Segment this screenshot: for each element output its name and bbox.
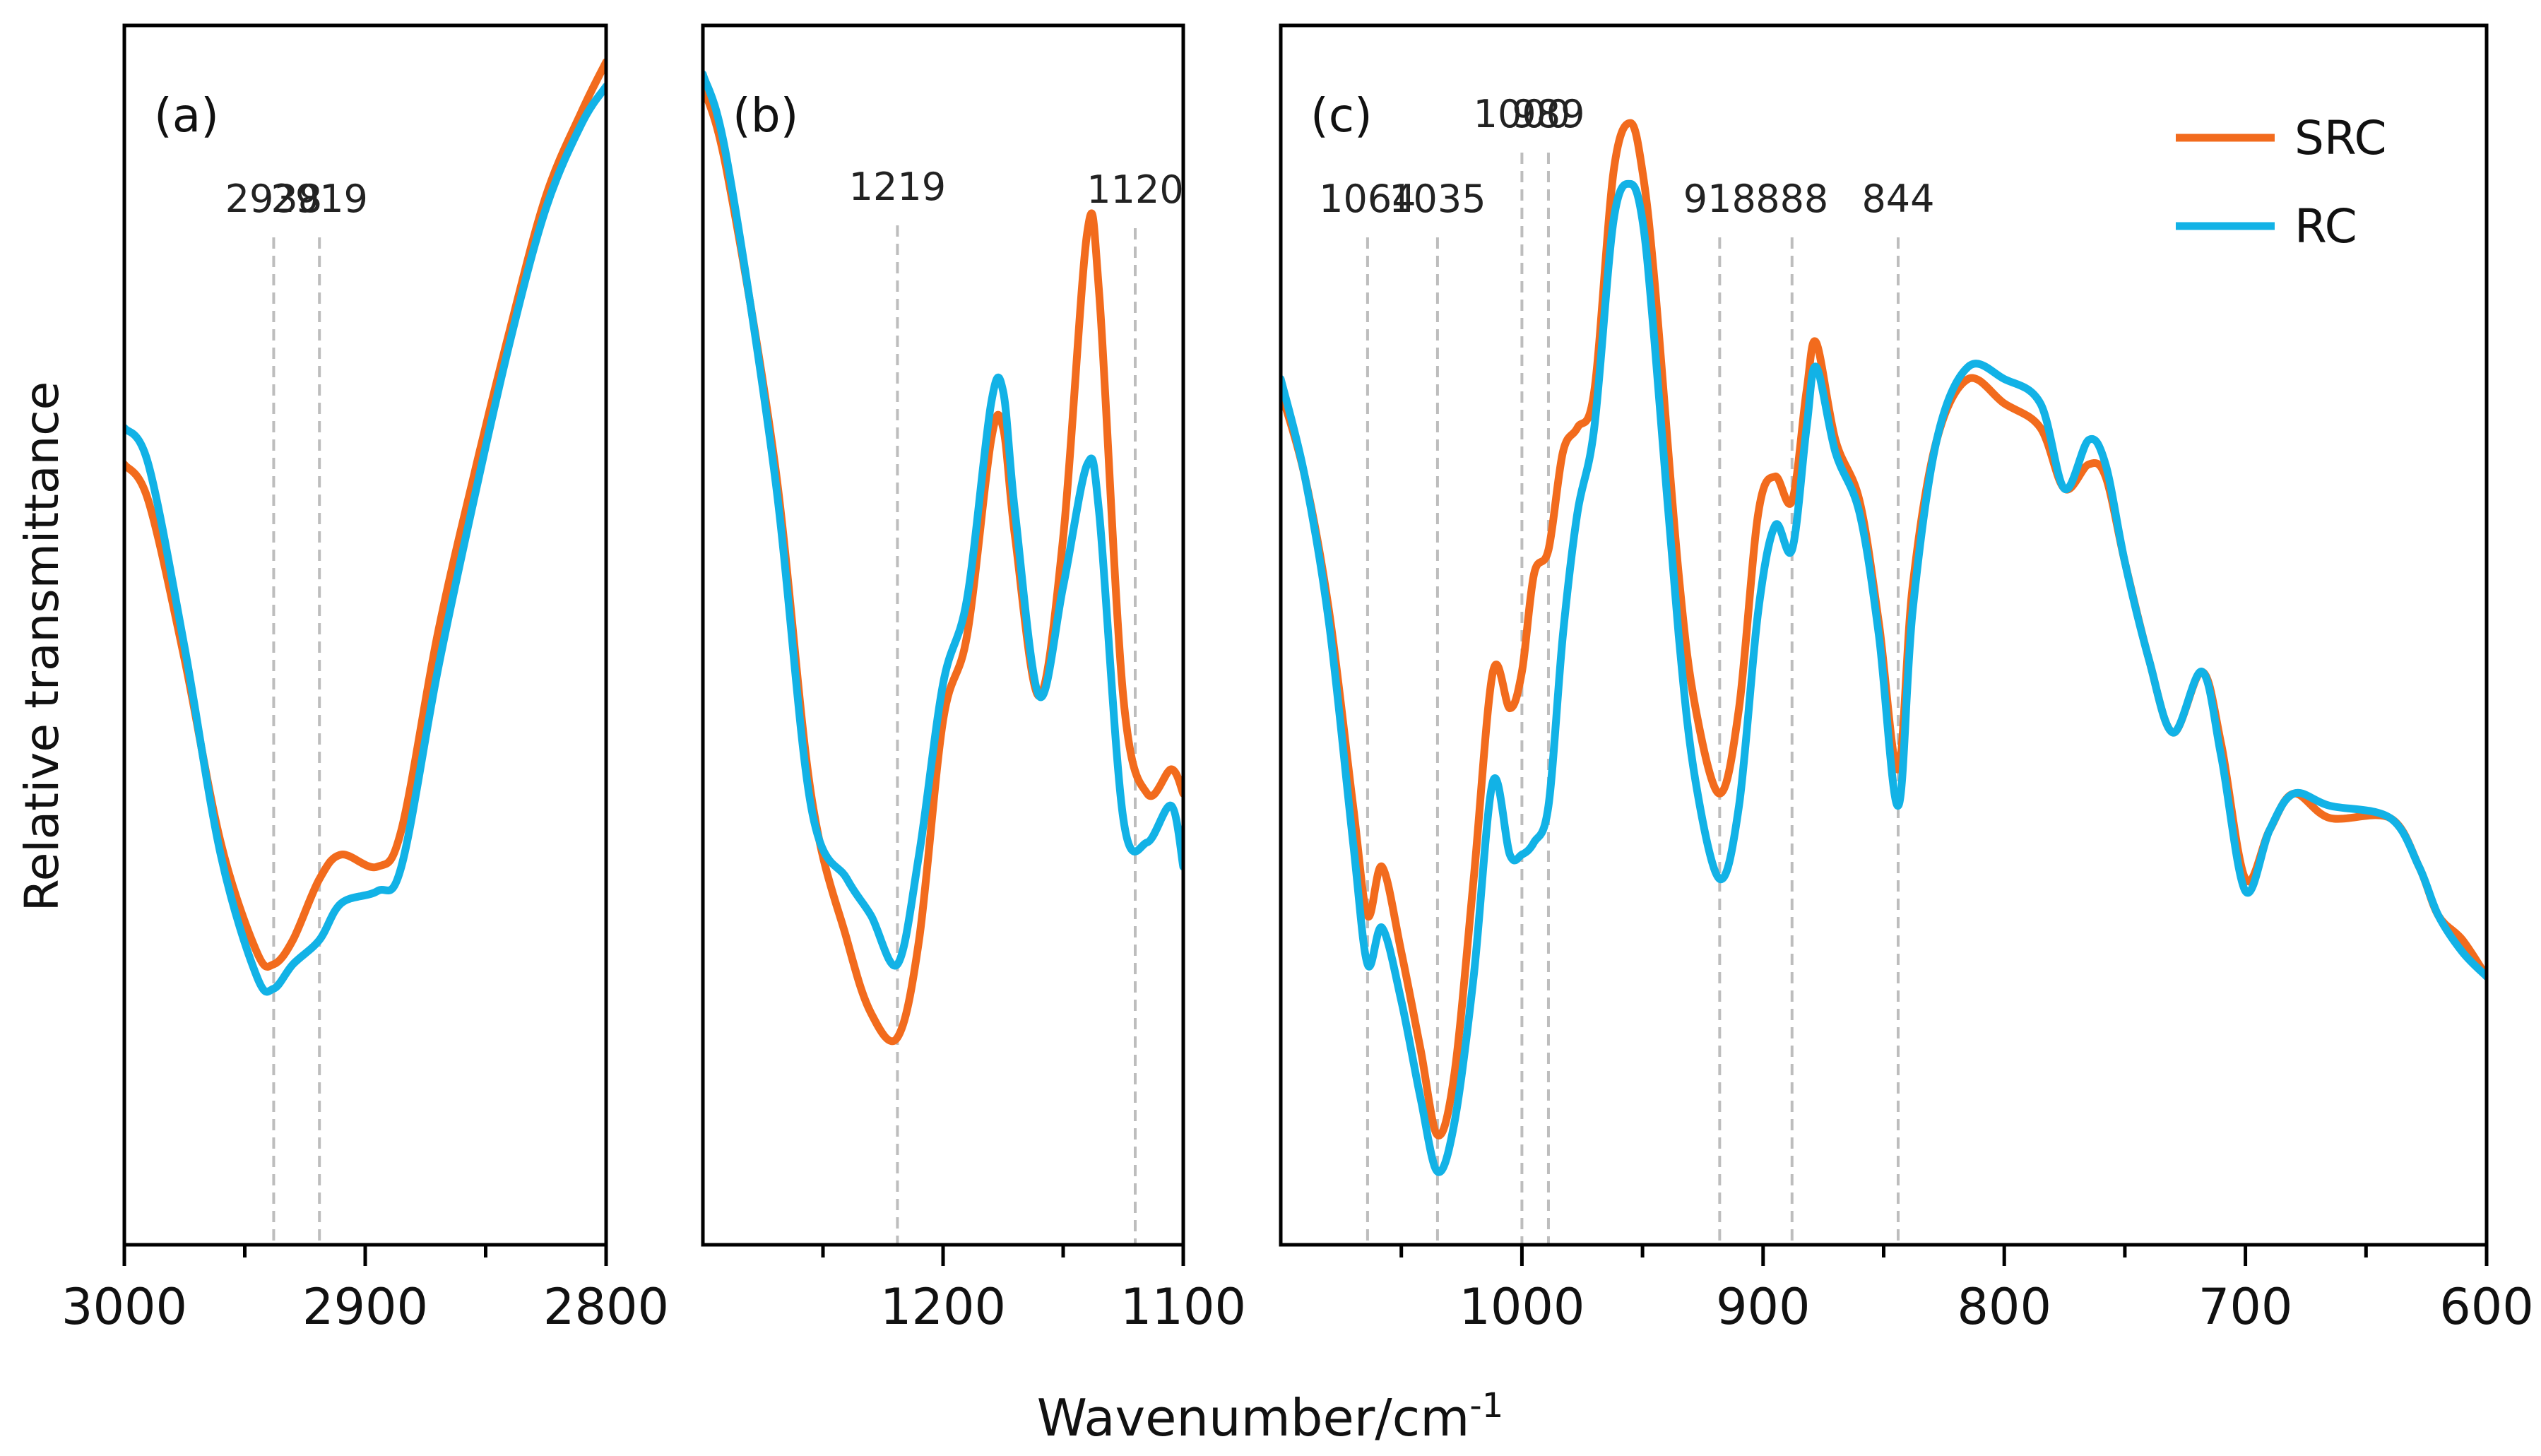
x-tick-label-1000-c: 1000 [1459,1278,1585,1336]
peak-label-1064: 1064 [1319,177,1416,221]
panel-b: 1219 1120 1200 1100 (b) [701,23,1246,1336]
x-axis-label-base: Wavenumber/cm [1037,1388,1470,1448]
peak-label-888: 888 [1755,177,1828,221]
peak-label-989: 989 [1512,92,1585,136]
panel-label-b: (b) [733,88,798,143]
panel-label-c: (c) [1310,88,1373,143]
x-tick-label-2800-a: 2800 [543,1278,669,1336]
x-tick-label-700-c: 700 [2198,1278,2293,1336]
peak-label-2938: 2938 [225,177,322,221]
series-line-src-c [1281,119,2487,1140]
x-tick-label-900-c: 900 [1716,1278,1811,1336]
x-tick-label-800-c: 800 [1957,1278,2051,1336]
peak-label-2919: 2919 [271,177,367,221]
peak-label-1120: 1120 [1086,167,1183,212]
peak-label-1000: 1000 [1474,92,1570,136]
x-tick-label-2900-a: 2900 [302,1278,428,1336]
peak-label-844: 844 [1861,177,1934,221]
peak-label-918: 918 [1683,177,1756,221]
series-line-rc-a [124,82,606,996]
x-tick-label-1100-b: 1100 [1120,1278,1246,1336]
legend: SRC RC [2176,111,2387,254]
x-tick-label-600-c: 600 [2439,1278,2534,1336]
panel-label-a: (a) [154,88,219,143]
series-line-src-b [703,82,1183,1046]
y-axis-label: Relative transmittance [15,381,69,911]
x-axis-label: Wavenumber/cm-1 [1037,1386,1503,1448]
series-line-rc-c [1281,179,2487,1176]
peak-label-1035: 1035 [1389,177,1486,221]
legend-label-src: SRC [2294,111,2387,165]
series-line-rc-b [703,70,1183,970]
x-tick-label-1200-b: 1200 [880,1278,1006,1336]
x-axis-label-exponent: -1 [1469,1386,1503,1426]
peak-label-1219: 1219 [849,165,946,209]
legend-label-rc: RC [2294,199,2357,254]
x-tick-label-3000-a: 3000 [61,1278,187,1336]
